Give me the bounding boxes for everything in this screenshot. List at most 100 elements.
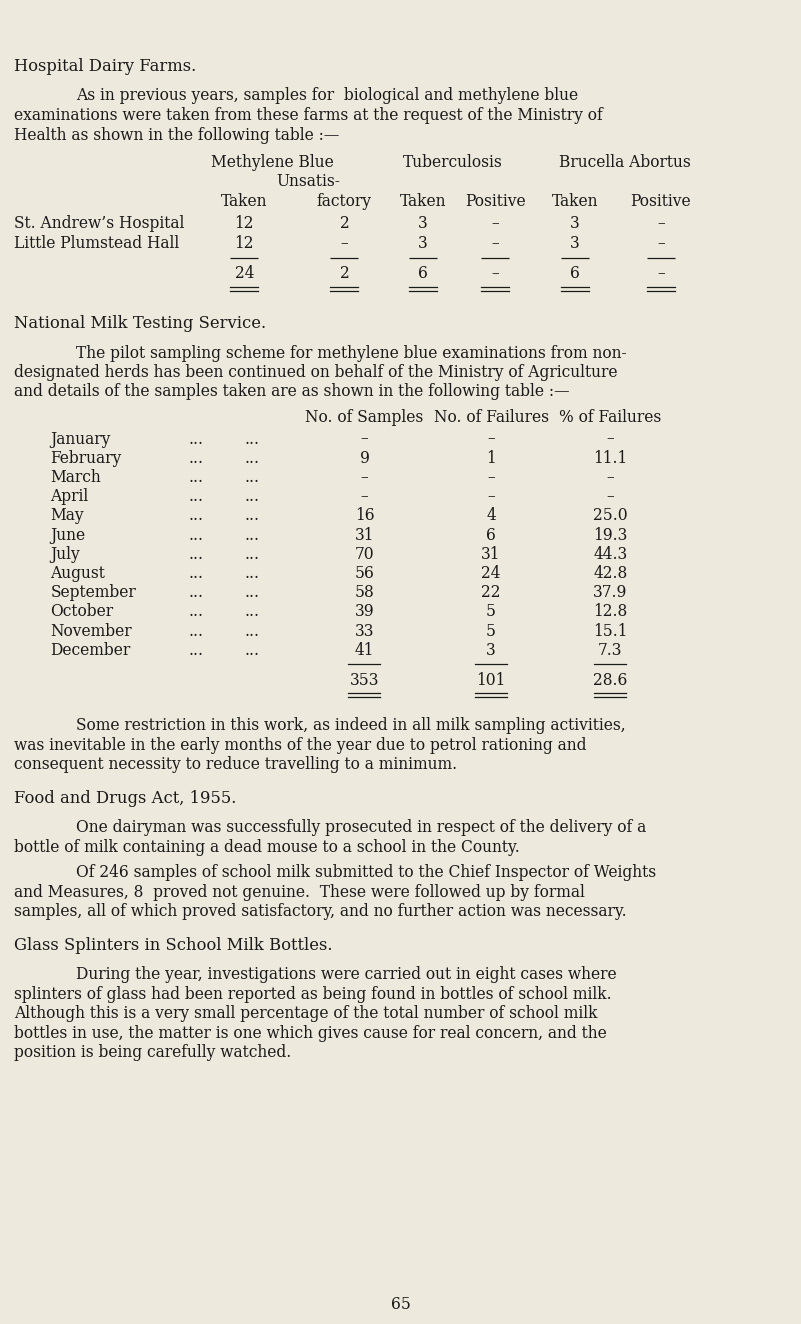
Text: factory: factory <box>317 193 372 211</box>
Text: ...: ... <box>189 489 203 504</box>
Text: St. Andrew’s Hospital: St. Andrew’s Hospital <box>14 216 185 233</box>
Text: ...: ... <box>245 642 260 659</box>
Text: Although this is a very small percentage of the total number of school milk: Although this is a very small percentage… <box>14 1005 598 1022</box>
Text: December: December <box>50 642 131 659</box>
Text: As in previous years, samples for  biological and methylene blue: As in previous years, samples for biolog… <box>76 87 578 105</box>
Text: designated herds has been continued on behalf of the Ministry of Agriculture: designated herds has been continued on b… <box>14 364 618 381</box>
Text: ...: ... <box>189 430 203 448</box>
Text: 70: 70 <box>355 545 374 563</box>
Text: June: June <box>50 527 86 543</box>
Text: 19.3: 19.3 <box>594 527 627 543</box>
Text: ...: ... <box>245 507 260 524</box>
Text: 65: 65 <box>391 1296 410 1313</box>
Text: Of 246 samples of school milk submitted to the Chief Inspector of Weights: Of 246 samples of school milk submitted … <box>76 865 656 882</box>
Text: ...: ... <box>189 545 203 563</box>
Text: –: – <box>491 216 499 233</box>
Text: –: – <box>657 234 665 252</box>
Text: ...: ... <box>189 450 203 466</box>
Text: One dairyman was successfully prosecuted in respect of the delivery of a: One dairyman was successfully prosecuted… <box>76 820 646 837</box>
Text: –: – <box>491 234 499 252</box>
Text: bottle of milk containing a dead mouse to a school in the County.: bottle of milk containing a dead mouse t… <box>14 839 520 855</box>
Text: August: August <box>50 565 106 583</box>
Text: and Measures, 8  proved not genuine.  These were followed up by formal: and Measures, 8 proved not genuine. Thes… <box>14 884 586 900</box>
Text: –: – <box>487 469 495 486</box>
Text: –: – <box>606 430 614 448</box>
Text: Little Plumstead Hall: Little Plumstead Hall <box>14 234 179 252</box>
Text: 22: 22 <box>481 584 501 601</box>
Text: 12.8: 12.8 <box>594 604 627 621</box>
Text: 28.6: 28.6 <box>594 671 627 688</box>
Text: Brucella Abortus: Brucella Abortus <box>559 154 690 171</box>
Text: and details of the samples taken are as shown in the following table :—: and details of the samples taken are as … <box>14 384 570 400</box>
Text: 24: 24 <box>481 565 501 583</box>
Text: Positive: Positive <box>465 193 525 211</box>
Text: During the year, investigations were carried out in eight cases where: During the year, investigations were car… <box>76 967 617 984</box>
Text: –: – <box>360 430 368 448</box>
Text: 3: 3 <box>570 216 580 233</box>
Text: 58: 58 <box>355 584 374 601</box>
Text: February: February <box>50 450 122 466</box>
Text: ...: ... <box>189 604 203 621</box>
Text: October: October <box>50 604 114 621</box>
Text: 3: 3 <box>418 216 428 233</box>
Text: ...: ... <box>189 622 203 639</box>
Text: 101: 101 <box>477 671 505 688</box>
Text: ...: ... <box>245 469 260 486</box>
Text: –: – <box>606 469 614 486</box>
Text: ...: ... <box>245 450 260 466</box>
Text: ...: ... <box>189 584 203 601</box>
Text: 5: 5 <box>486 622 496 639</box>
Text: 44.3: 44.3 <box>594 545 627 563</box>
Text: 31: 31 <box>355 527 374 543</box>
Text: 15.1: 15.1 <box>593 622 628 639</box>
Text: consequent necessity to reduce travelling to a minimum.: consequent necessity to reduce travellin… <box>14 756 457 773</box>
Text: examinations were taken from these farms at the request of the Ministry of: examinations were taken from these farms… <box>14 107 603 124</box>
Text: Unsatis-: Unsatis- <box>276 173 340 191</box>
Text: 6: 6 <box>486 527 496 543</box>
Text: 24: 24 <box>235 266 254 282</box>
Text: –: – <box>606 489 614 504</box>
Text: 12: 12 <box>235 216 254 233</box>
Text: % of Failures: % of Failures <box>559 409 662 426</box>
Text: No. of Samples: No. of Samples <box>305 409 424 426</box>
Text: –: – <box>487 430 495 448</box>
Text: ...: ... <box>245 489 260 504</box>
Text: April: April <box>50 489 89 504</box>
Text: July: July <box>50 545 80 563</box>
Text: position is being carefully watched.: position is being carefully watched. <box>14 1045 292 1062</box>
Text: Hospital Dairy Farms.: Hospital Dairy Farms. <box>14 58 197 75</box>
Text: Health as shown in the following table :—: Health as shown in the following table :… <box>14 127 340 143</box>
Text: 37.9: 37.9 <box>594 584 627 601</box>
Text: September: September <box>50 584 136 601</box>
Text: ...: ... <box>245 430 260 448</box>
Text: ...: ... <box>245 565 260 583</box>
Text: 16: 16 <box>355 507 374 524</box>
Text: 33: 33 <box>355 622 374 639</box>
Text: 42.8: 42.8 <box>594 565 627 583</box>
Text: 25.0: 25.0 <box>593 507 628 524</box>
Text: Taken: Taken <box>400 193 446 211</box>
Text: ...: ... <box>245 545 260 563</box>
Text: –: – <box>491 266 499 282</box>
Text: January: January <box>50 430 111 448</box>
Text: March: March <box>50 469 101 486</box>
Text: ...: ... <box>245 622 260 639</box>
Text: Some restriction in this work, as indeed in all milk sampling activities,: Some restriction in this work, as indeed… <box>76 718 626 735</box>
Text: 31: 31 <box>481 545 501 563</box>
Text: Taken: Taken <box>221 193 268 211</box>
Text: 56: 56 <box>355 565 374 583</box>
Text: Tuberculosis: Tuberculosis <box>403 154 502 171</box>
Text: –: – <box>360 469 368 486</box>
Text: National Milk Testing Service.: National Milk Testing Service. <box>14 315 267 332</box>
Text: 1: 1 <box>486 450 496 466</box>
Text: ...: ... <box>189 507 203 524</box>
Text: ...: ... <box>189 469 203 486</box>
Text: 4: 4 <box>486 507 496 524</box>
Text: 9: 9 <box>360 450 369 466</box>
Text: ...: ... <box>189 565 203 583</box>
Text: November: November <box>50 622 132 639</box>
Text: Methylene Blue: Methylene Blue <box>211 154 334 171</box>
Text: samples, all of which proved satisfactory, and no further action was necessary.: samples, all of which proved satisfactor… <box>14 903 627 920</box>
Text: ...: ... <box>245 604 260 621</box>
Text: –: – <box>360 489 368 504</box>
